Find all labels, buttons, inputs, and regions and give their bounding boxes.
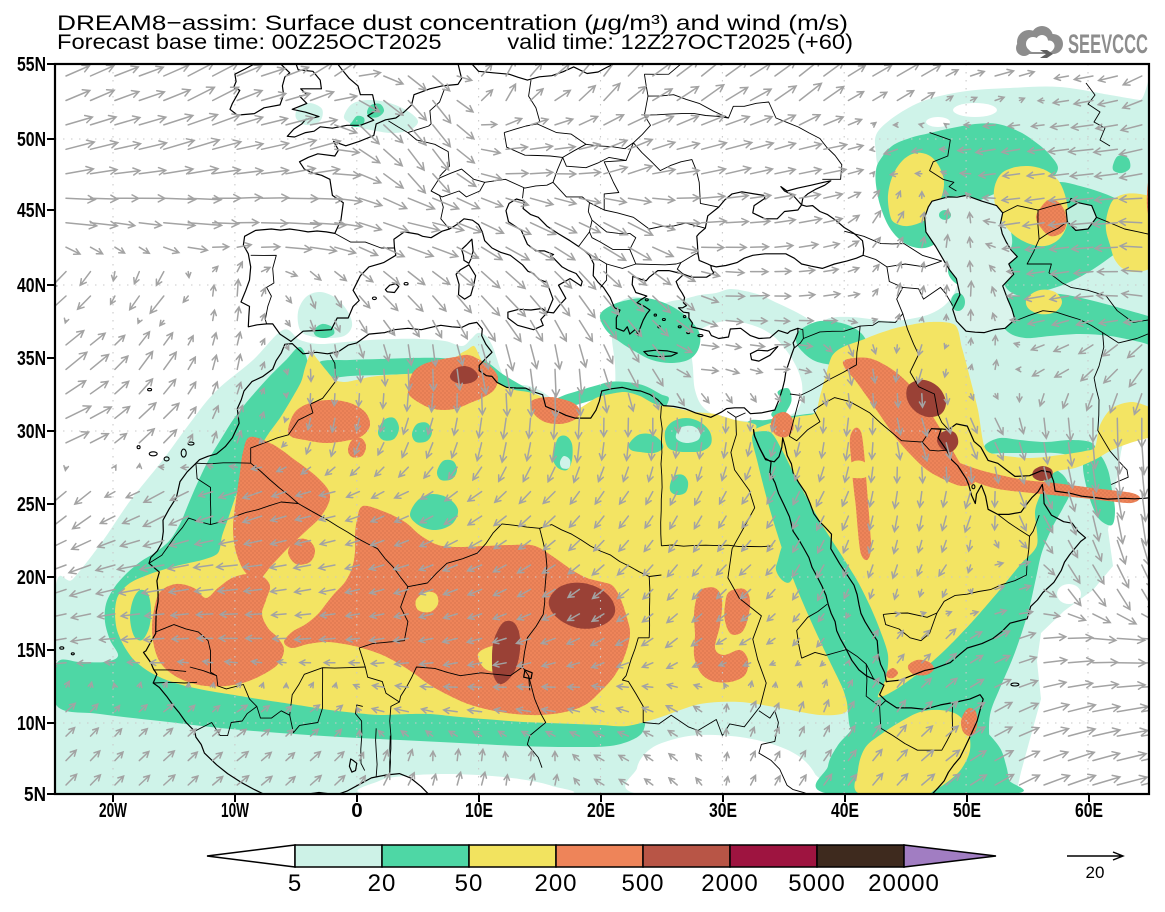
svg-text:35N: 35N <box>17 347 46 370</box>
svg-text:40E: 40E <box>831 799 859 822</box>
svg-text:15N: 15N <box>17 639 46 662</box>
svg-text:30E: 30E <box>709 799 737 822</box>
svg-text:10N: 10N <box>17 712 46 735</box>
svg-text:2000: 2000 <box>701 870 758 897</box>
svg-text:0: 0 <box>351 799 362 822</box>
svg-text:20: 20 <box>368 870 397 897</box>
svg-text:60E: 60E <box>1075 799 1103 822</box>
svg-text:20: 20 <box>1086 863 1105 882</box>
svg-text:5N: 5N <box>24 783 46 806</box>
svg-text:10E: 10E <box>465 799 493 822</box>
svg-text:500: 500 <box>621 870 664 897</box>
svg-text:25N: 25N <box>17 493 46 516</box>
svg-text:50E: 50E <box>953 799 981 822</box>
svg-text:SEEVCCC: SEEVCCC <box>1068 29 1148 59</box>
svg-text:10W: 10W <box>221 799 249 822</box>
svg-text:Forecast base time: 00Z25OCT20: Forecast base time: 00Z25OCT2025 valid t… <box>57 30 853 54</box>
svg-text:55N: 55N <box>17 53 46 76</box>
svg-text:5000: 5000 <box>788 870 845 897</box>
svg-text:20E: 20E <box>587 799 615 822</box>
svg-text:30N: 30N <box>17 420 46 443</box>
svg-text:20N: 20N <box>17 566 46 589</box>
svg-text:45N: 45N <box>17 199 46 222</box>
svg-text:50N: 50N <box>17 128 46 151</box>
svg-text:20000: 20000 <box>868 870 940 897</box>
svg-text:200: 200 <box>534 870 577 897</box>
svg-text:20W: 20W <box>99 799 127 822</box>
svg-text:DREAM8−assim: Surface dust con: DREAM8−assim: Surface dust concentration… <box>57 11 848 35</box>
svg-text:50: 50 <box>455 870 484 897</box>
svg-text:40N: 40N <box>17 274 46 297</box>
svg-text:5: 5 <box>288 870 302 897</box>
